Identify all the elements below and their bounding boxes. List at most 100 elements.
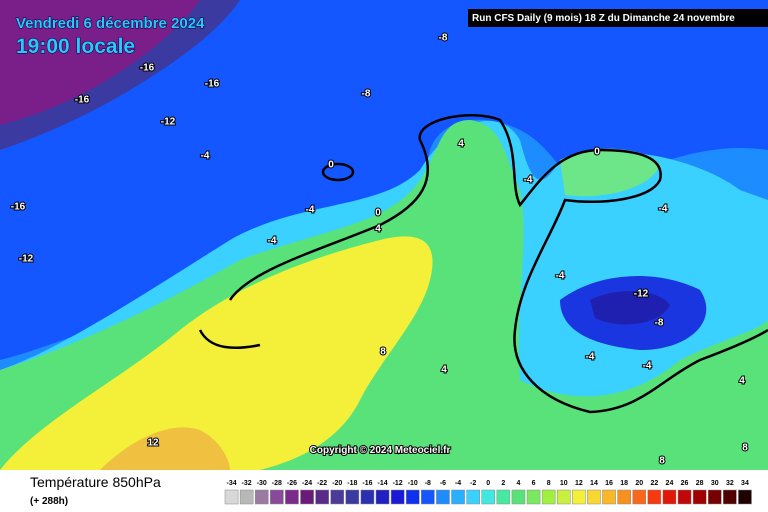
run-info: Run CFS Daily (9 mois) 18 Z du Dimanche … (472, 13, 735, 24)
scale-label: -34 (226, 480, 236, 487)
scale-label: -22 (317, 480, 327, 487)
contour-label: 8 (659, 456, 665, 467)
scale-swatch (315, 489, 329, 505)
scale-label: 2 (501, 480, 505, 487)
scale-swatch (647, 489, 662, 505)
scale-swatch (617, 489, 631, 505)
scale-label: 6 (532, 480, 536, 487)
contour-label: -8 (439, 33, 448, 44)
scale-label: 22 (650, 480, 658, 487)
contour-label: -16 (140, 63, 155, 74)
scale-swatch (738, 489, 752, 505)
scale-swatch (436, 489, 450, 505)
variable-title: Température 850hPa (30, 474, 161, 490)
scale-swatch (466, 489, 480, 505)
scale-label: 32 (726, 480, 734, 487)
scale-label: -28 (272, 480, 282, 487)
scale-swatch (541, 489, 556, 505)
scale-swatch (270, 489, 284, 505)
scale-label: 14 (590, 480, 598, 487)
contour-label: 4 (375, 224, 381, 235)
scale-swatch (587, 489, 601, 505)
scale-swatch (390, 489, 405, 505)
contour-label: 8 (380, 347, 386, 358)
scale-label: 10 (560, 480, 568, 487)
contour-label: -4 (524, 175, 533, 186)
scale-swatch (602, 489, 616, 505)
contour-label: -12 (634, 289, 649, 300)
scale-label: -18 (347, 480, 357, 487)
scale-swatch (300, 489, 314, 505)
scale-label: -32 (242, 480, 252, 487)
map-time: 19:00 locale (16, 35, 135, 58)
scale-swatch (345, 489, 360, 505)
scale-swatch (285, 489, 299, 505)
contour-label: -4 (268, 236, 277, 247)
scale-swatch (526, 489, 541, 505)
contour-label: -4 (306, 205, 315, 216)
contour-labels: -8 -16 -16 -16 -8 -12 -4 0 4 -16 -4 0 4 … (10, 32, 749, 468)
scale-swatch (421, 489, 435, 505)
map-background (0, 0, 768, 470)
color-scale: -34 -32 -30 -28 -26 -24 -22 -20 -18 -16 -14 -12 -10-… (224, 480, 752, 505)
contour-label: 0 (594, 147, 600, 158)
scale-swatch (481, 489, 496, 505)
contour-lines (198, 113, 768, 414)
scale-label: 8 (547, 480, 551, 487)
contour-label: 12 (147, 438, 159, 449)
scale-label: -14 (377, 480, 387, 487)
contour-label: 0 (375, 208, 381, 219)
scale-label: -30 (257, 480, 267, 487)
contour-label: -4 (556, 271, 565, 282)
scale-label: 18 (620, 480, 628, 487)
scale-swatch (511, 489, 526, 505)
contour-label: 4 (441, 365, 447, 376)
scale-swatch (405, 489, 420, 505)
scale-label: 12 (575, 480, 583, 487)
scale-swatch (254, 489, 269, 505)
scale-swatch (239, 489, 254, 505)
forecast-hour: (+ 288h) (30, 496, 68, 507)
scale-label: -6 (440, 480, 446, 487)
scale-swatch (632, 489, 647, 505)
scale-label: -4 (455, 480, 461, 487)
contour-label: 4 (739, 376, 745, 387)
scale-label: 4 (516, 480, 520, 487)
contour-label: 4 (458, 139, 464, 150)
scale-label: 28 (696, 480, 704, 487)
scale-label: 0 (486, 480, 490, 487)
scale-label: -24 (302, 480, 312, 487)
scale-label: -2 (470, 480, 476, 487)
scale-swatch (451, 489, 465, 505)
scale-swatch (330, 489, 345, 505)
contour-label: -8 (362, 89, 371, 100)
contour-label: -8 (655, 318, 664, 329)
run-info-box (468, 9, 768, 27)
scale-label: 34 (741, 480, 749, 487)
copyright: Copyright © 2024 Meteociel.fr (310, 445, 451, 456)
scale-label: 24 (666, 480, 674, 487)
scale-swatch (375, 489, 390, 505)
contour-label: -4 (201, 151, 210, 162)
scale-label: -8 (425, 480, 431, 487)
contour-label: 0 (328, 160, 334, 171)
scale-swatch (496, 489, 511, 505)
contour-label: 8 (742, 443, 748, 454)
scale-swatch (556, 489, 571, 505)
scale-swatch (662, 489, 677, 505)
contour-label: -4 (643, 361, 652, 372)
contour-label: -12 (19, 254, 34, 265)
contour-label: -16 (75, 95, 90, 106)
scale-swatch (360, 489, 375, 505)
scale-label: -10 (408, 480, 418, 487)
scale-swatch (677, 489, 692, 505)
scale-label: -26 (287, 480, 297, 487)
scale-label: 26 (681, 480, 689, 487)
scale-label: -12 (393, 480, 403, 487)
scale-label: 16 (605, 480, 613, 487)
contour-label: -16 (11, 202, 26, 213)
contour-label: -4 (586, 352, 595, 363)
scale-swatch (723, 489, 737, 505)
scale-label: 30 (711, 480, 719, 487)
contour-label: -4 (659, 204, 668, 215)
